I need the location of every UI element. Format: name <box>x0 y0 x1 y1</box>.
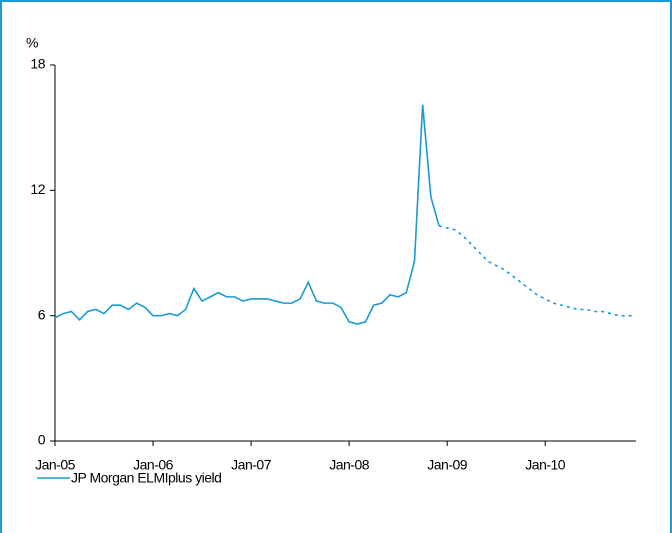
series-line <box>438 225 636 317</box>
y-tick-label: 18 <box>30 56 45 72</box>
y-tick-label: 0 <box>38 432 46 448</box>
series-line <box>54 104 440 325</box>
y-axis-label: % <box>26 35 38 51</box>
x-tick-label: Jan-08 <box>329 457 370 473</box>
legend-label: JP Morgan ELMIplus yield <box>71 470 221 486</box>
x-tick-label: Jan-06 <box>133 457 174 473</box>
y-tick-label: 12 <box>30 181 45 197</box>
x-tick-label: Jan-09 <box>427 457 468 473</box>
x-tick-label: Jan-05 <box>35 457 76 473</box>
x-tick-label: Jan-10 <box>525 457 566 473</box>
y-tick-label: 6 <box>38 306 46 322</box>
x-tick-label: Jan-07 <box>231 457 272 473</box>
